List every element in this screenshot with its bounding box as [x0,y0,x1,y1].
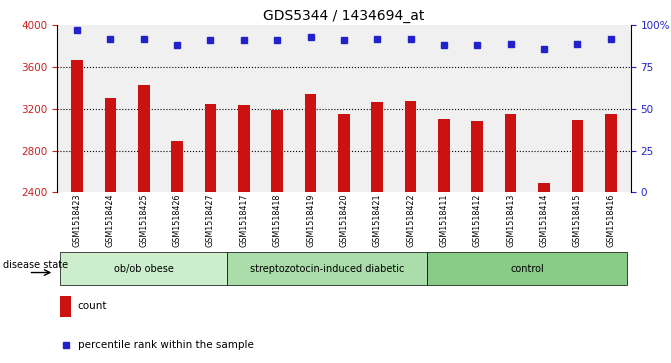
Text: GSM1518417: GSM1518417 [240,193,248,247]
Text: control: control [511,264,544,274]
Bar [427,252,627,285]
Text: GSM1518421: GSM1518421 [373,193,382,247]
Bar [238,105,250,192]
Text: disease state: disease state [3,260,68,270]
Text: GSM1518416: GSM1518416 [606,193,615,247]
Bar [372,102,383,192]
Text: GSM1518422: GSM1518422 [406,193,415,247]
Bar [227,252,427,285]
Bar [538,183,550,192]
Text: GSM1518425: GSM1518425 [140,193,148,247]
Text: GSM1518426: GSM1518426 [172,193,182,247]
Bar [271,110,283,192]
Bar [60,252,227,285]
Bar [305,94,316,192]
Text: ob/ob obese: ob/ob obese [114,264,174,274]
Bar [438,119,450,192]
Bar [605,114,617,192]
Bar [171,141,183,192]
Bar [405,101,417,192]
Bar [71,60,83,192]
Text: percentile rank within the sample: percentile rank within the sample [78,340,254,350]
Text: GSM1518411: GSM1518411 [440,193,448,247]
Text: GSM1518420: GSM1518420 [340,193,348,247]
Bar [105,98,116,192]
Bar [60,295,71,317]
Text: count: count [78,301,107,311]
Text: GSM1518418: GSM1518418 [272,193,282,247]
Bar [505,114,517,192]
Text: GSM1518412: GSM1518412 [473,193,482,247]
Text: streptozotocin-induced diabetic: streptozotocin-induced diabetic [250,264,405,274]
Bar [205,104,216,192]
Text: GSM1518414: GSM1518414 [539,193,548,247]
Text: GSM1518427: GSM1518427 [206,193,215,247]
Bar [138,85,150,192]
Text: GSM1518424: GSM1518424 [106,193,115,247]
Text: GSM1518413: GSM1518413 [506,193,515,247]
Bar [472,121,483,192]
Title: GDS5344 / 1434694_at: GDS5344 / 1434694_at [263,9,425,23]
Bar [572,121,583,192]
Text: GSM1518415: GSM1518415 [573,193,582,247]
Bar [338,114,350,192]
Text: GSM1518419: GSM1518419 [306,193,315,247]
Text: GSM1518423: GSM1518423 [72,193,82,247]
